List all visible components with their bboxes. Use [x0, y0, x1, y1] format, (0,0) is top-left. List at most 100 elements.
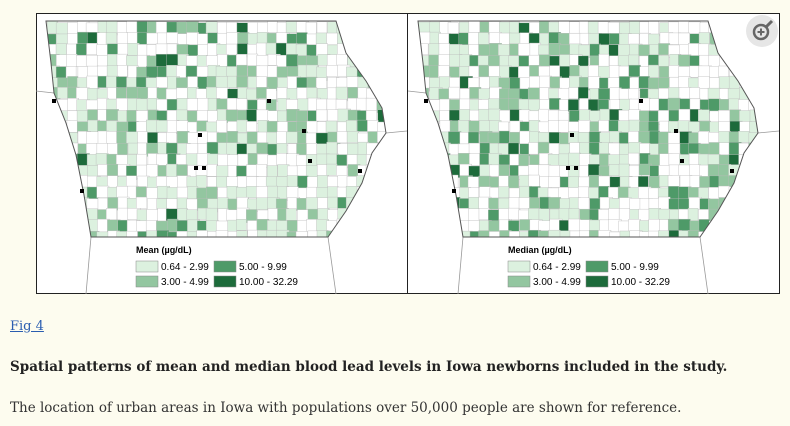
county: [166, 132, 177, 144]
county: [448, 33, 460, 46]
county: [206, 86, 218, 99]
county: [438, 43, 450, 56]
county: [528, 208, 541, 221]
legend-swatch: [135, 260, 159, 273]
county: [588, 76, 601, 89]
county: [316, 109, 328, 122]
county: [96, 32, 108, 47]
county: [146, 32, 158, 45]
county: [507, 142, 520, 156]
county: [167, 231, 181, 237]
county: [166, 163, 178, 178]
county: [207, 153, 220, 166]
legend-label: 10.00 - 32.29: [239, 277, 298, 288]
city-marker: [570, 133, 574, 137]
county: [217, 54, 229, 67]
county: [498, 130, 510, 144]
county: [518, 43, 532, 56]
county: [136, 220, 148, 233]
county: [205, 21, 218, 34]
county: [548, 98, 561, 110]
county: [215, 76, 229, 90]
county: [146, 44, 158, 57]
county: [549, 65, 561, 78]
county: [76, 55, 87, 67]
county: [186, 176, 198, 188]
city-marker: [198, 133, 202, 137]
county: [708, 142, 720, 156]
legend-title: Median (µg/dL): [508, 245, 572, 255]
county: [528, 164, 541, 177]
county: [126, 175, 137, 188]
county: [185, 65, 198, 78]
county: [509, 77, 521, 90]
county: [56, 54, 68, 67]
county: [306, 142, 318, 157]
city-marker: [52, 99, 56, 103]
county: [137, 231, 150, 237]
county: [588, 163, 600, 177]
county: [187, 186, 199, 199]
county: [519, 231, 530, 237]
county: [186, 98, 199, 111]
city-marker: [202, 166, 206, 170]
county: [357, 119, 368, 132]
county: [96, 44, 109, 58]
county: [166, 53, 180, 67]
zoom-button[interactable]: [745, 14, 779, 48]
legend-swatch: [507, 275, 531, 288]
county: [86, 43, 98, 55]
county: [577, 197, 590, 211]
county: [55, 22, 69, 36]
county: [176, 109, 188, 122]
county: [648, 21, 659, 35]
county: [467, 176, 479, 190]
county: [267, 65, 278, 78]
county: [206, 141, 219, 155]
county: [678, 108, 691, 122]
county: [679, 98, 692, 111]
legend-label: 10.00 - 32.29: [611, 277, 670, 288]
county: [286, 231, 300, 237]
city-marker: [452, 189, 456, 193]
county: [707, 154, 721, 166]
county: [648, 230, 662, 237]
county: [689, 164, 701, 178]
state-outline: [417, 20, 759, 238]
county: [55, 43, 67, 56]
county: [578, 186, 589, 199]
county: [117, 65, 128, 78]
county: [227, 230, 240, 237]
legend-swatch: [135, 275, 159, 288]
county: [117, 143, 128, 156]
state-line: [407, 90, 780, 294]
county: [548, 197, 562, 210]
county: [315, 77, 327, 90]
county: [628, 119, 640, 133]
county: [608, 119, 620, 132]
county: [136, 21, 149, 34]
county: [509, 231, 520, 237]
county: [598, 53, 610, 69]
county: [237, 32, 250, 45]
city-marker: [680, 159, 684, 163]
zoom-plus: [757, 28, 765, 36]
county: [489, 164, 501, 177]
county: [367, 120, 379, 134]
county: [578, 120, 591, 133]
county: [176, 220, 189, 232]
legend-label: 5.00 - 9.99: [239, 262, 287, 273]
city-marker: [80, 189, 84, 193]
county: [116, 231, 128, 237]
county: [628, 131, 640, 144]
county: [136, 153, 147, 166]
county: [618, 44, 631, 56]
county: [305, 197, 318, 211]
county: [629, 21, 641, 35]
county: [568, 121, 580, 134]
county: [226, 131, 239, 145]
figure-link[interactable]: Fig 4: [10, 319, 44, 334]
county: [155, 53, 169, 69]
county: [639, 231, 652, 237]
county: [698, 109, 710, 122]
